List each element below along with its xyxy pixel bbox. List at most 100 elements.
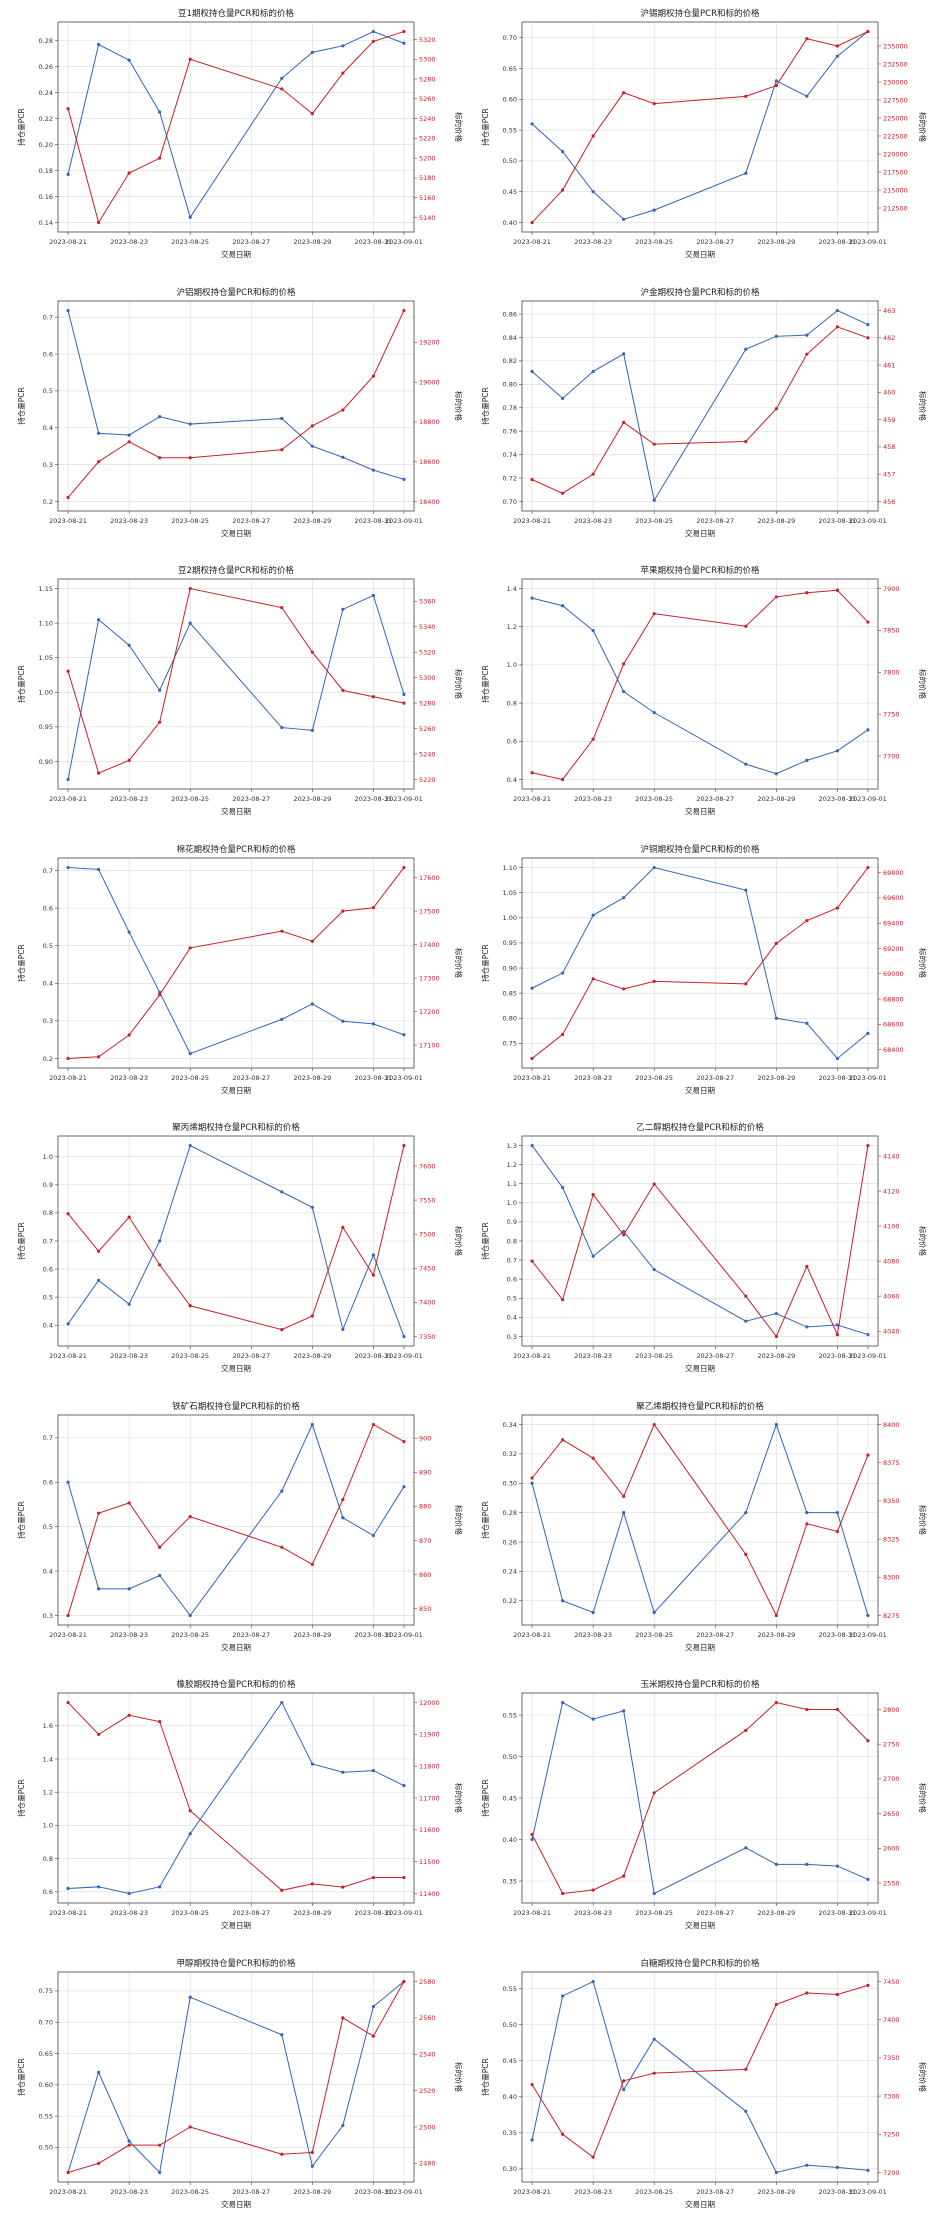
price-point — [127, 2143, 131, 2147]
price-point — [774, 1700, 778, 1705]
pcr-point — [97, 1885, 101, 1889]
price-point — [127, 1215, 131, 1219]
pcr-point — [866, 2168, 870, 2172]
x-tick-label: 2023-09-01 — [385, 517, 423, 525]
x-tick-label: 2023-08-31 — [819, 1909, 857, 1917]
price-point — [310, 1562, 314, 1566]
right-tick-label: 8375 — [883, 1459, 900, 1467]
pcr-point — [652, 2037, 656, 2041]
pcr-point — [774, 1311, 778, 1316]
plot-frame — [521, 1414, 879, 1625]
price-point — [561, 2132, 565, 2136]
pcr-point — [561, 1993, 565, 1998]
pcr-point — [835, 1323, 839, 1327]
price-point — [371, 1875, 375, 1880]
left-tick-label: 0.6 — [43, 904, 53, 912]
price-point — [866, 335, 870, 339]
price-point — [402, 308, 406, 312]
right-tick-label: 5340 — [419, 623, 436, 631]
right-tick-label: 459 — [883, 415, 895, 423]
price-point — [591, 1192, 595, 1197]
price-point — [127, 1713, 131, 1717]
x-tick-label: 2023-09-01 — [849, 1909, 887, 1917]
right-axis-label: 标的价格 — [918, 391, 928, 421]
pcr-series-line — [531, 1980, 868, 2173]
price-point — [835, 1707, 839, 1712]
x-tick-label: 2023-08-29 — [757, 517, 795, 525]
price-point — [341, 688, 345, 692]
plot-frame — [57, 21, 415, 233]
pcr-point — [530, 2137, 534, 2142]
left-tick-label: 1.05 — [39, 654, 53, 662]
x-tick-label: 2023-08-29 — [293, 517, 331, 525]
pcr-point — [188, 1613, 192, 1617]
left-tick-label: 1.00 — [503, 914, 517, 922]
price-point — [158, 2143, 162, 2147]
right-tick-label: 18400 — [419, 497, 440, 505]
left-tick-label: 0.6 — [507, 1275, 517, 1283]
x-tick-label: 2023-09-01 — [849, 1074, 887, 1082]
pcr-point — [341, 1019, 345, 1023]
pcr-point — [158, 110, 162, 114]
price-point — [805, 1707, 809, 1712]
pcr-point — [310, 50, 314, 54]
right-tick-label: 4140 — [883, 1152, 900, 1160]
chart-title: 沪铜期权持仓量PCR和标的价格 — [641, 844, 760, 855]
left-tick-label: 0.95 — [39, 723, 53, 731]
pcr-point — [127, 1302, 131, 1306]
left-tick-label: 0.22 — [39, 115, 53, 123]
x-tick-label: 2023-08-25 — [171, 238, 209, 246]
price-point — [127, 1032, 131, 1037]
price-point — [591, 1456, 595, 1460]
left-tick-label: 0.40 — [503, 1836, 517, 1844]
pcr-series-line — [67, 309, 405, 480]
plot-frame — [57, 857, 415, 1068]
x-tick-label: 2023-08-25 — [171, 1352, 209, 1360]
right-tick-label: 2580 — [419, 1977, 436, 1985]
price-point — [774, 595, 778, 599]
price-point — [158, 1545, 162, 1549]
x-tick-label: 2023-08-27 — [232, 1352, 270, 1360]
pcr-point — [622, 895, 626, 899]
right-tick-label: 870 — [419, 1536, 431, 1544]
pcr-point — [371, 2004, 375, 2008]
x-tick-label: 2023-09-01 — [849, 238, 887, 246]
right-tick-label: 215000 — [883, 186, 908, 194]
right-tick-label: 69800 — [883, 868, 904, 876]
chart-panel: 棉花期权持仓量PCR和标的价格 2023-08-21 2023-08-23 2023-… — [16, 844, 464, 1095]
x-tick-label: 2023-08-27 — [696, 1909, 734, 1917]
price-point — [66, 107, 70, 111]
pcr-point — [158, 414, 162, 418]
x-tick-label: 2023-08-27 — [232, 1909, 270, 1917]
pcr-point — [97, 42, 101, 47]
pcr-point — [622, 1709, 626, 1713]
price-point — [622, 1494, 626, 1498]
pcr-point — [774, 772, 778, 776]
left-tick-label: 0.75 — [503, 1039, 517, 1047]
right-axis-label: 标的价格 — [918, 1505, 928, 1535]
price-point — [866, 1452, 870, 1457]
left-tick-label: 0.85 — [503, 989, 517, 997]
left-tick-label: 0.55 — [503, 126, 517, 134]
pcr-point — [561, 396, 565, 400]
chart-title: 聚丙烯期权持仓量PCR和标的价格 — [172, 1122, 300, 1133]
pcr-point — [97, 2070, 101, 2074]
pcr-point — [744, 1319, 748, 1323]
pcr-point — [158, 2170, 162, 2174]
price-point — [530, 477, 534, 481]
pcr-point — [66, 1886, 70, 1891]
left-tick-label: 0.32 — [503, 1450, 517, 1458]
pcr-point — [652, 1891, 656, 1896]
price-point — [280, 447, 284, 451]
left-axis-label: 持仓量PCR — [16, 2058, 26, 2095]
left-tick-label: 0.70 — [503, 497, 517, 505]
x-tick-label: 2023-08-31 — [819, 1631, 857, 1639]
x-tick-label: 2023-08-31 — [355, 795, 393, 803]
price-point — [188, 2124, 192, 2129]
left-tick-label: 0.22 — [503, 1597, 517, 1605]
chart-title: 苹果期权持仓量PCR和标的价格 — [641, 565, 760, 576]
left-tick-label: 1.0 — [43, 1822, 53, 1830]
price-series-line — [68, 866, 405, 1059]
price-point — [158, 992, 162, 996]
x-tick-label: 2023-08-31 — [819, 238, 857, 246]
